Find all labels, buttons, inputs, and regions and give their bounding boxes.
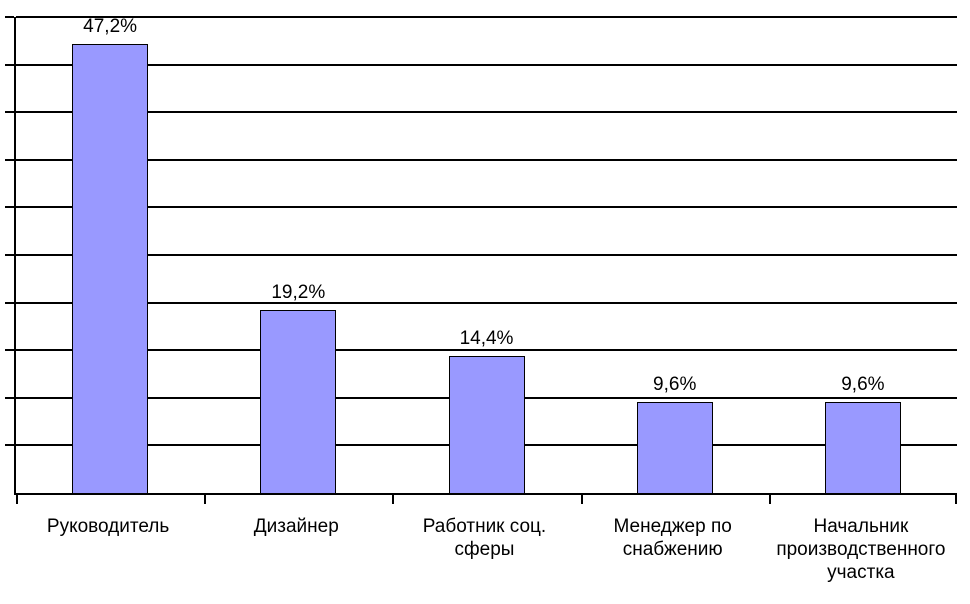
category-label: Дизайнер [253,516,339,537]
x-axis-tick [16,495,18,504]
gridline [16,254,957,256]
y-axis-tick [5,206,14,209]
y-axis-tick [5,63,14,66]
category-axis: Руководитель Дизайнер Работник соц. сферы М… [14,515,955,604]
plot-area: 47,2% 19,2% 14,4% 9,6% 9,6% [5,15,957,504]
y-axis-tick [5,396,14,399]
gridline [16,301,957,304]
category-label: Менеджер по снабжению [613,516,732,560]
gridline [16,349,957,352]
gridline [16,111,957,114]
y-axis-tick [5,16,14,18]
bar [636,401,713,493]
bar [72,43,149,493]
gridline [16,16,957,18]
y-axis-tick [5,111,14,114]
x-axis-tick [392,495,395,504]
bar-value-label: 9,6% [841,373,885,395]
bar [448,355,525,493]
category-label: Начальник производственного участка [776,516,946,583]
bar [260,310,337,493]
bar [824,401,901,493]
bar-value-label: 47,2% [83,15,138,37]
gridline [16,63,957,66]
bar-value-label: 9,6% [653,373,697,395]
gridline [16,158,957,161]
gridline [16,206,957,209]
category-label: Руководитель [46,516,170,537]
category-label: Работник соц. сферы [422,516,547,560]
y-axis-tick [5,158,14,161]
x-axis-tick [204,495,207,504]
bar-value-label: 19,2% [271,282,326,304]
y-axis-tick [5,301,14,304]
y-axis-tick [5,254,14,256]
x-axis-tick [768,495,771,504]
y-axis-tick [5,349,14,352]
y-axis-tick [5,444,14,447]
bar-value-label: 14,4% [459,327,514,349]
x-axis-tick [955,495,957,504]
x-axis-tick [580,495,583,504]
